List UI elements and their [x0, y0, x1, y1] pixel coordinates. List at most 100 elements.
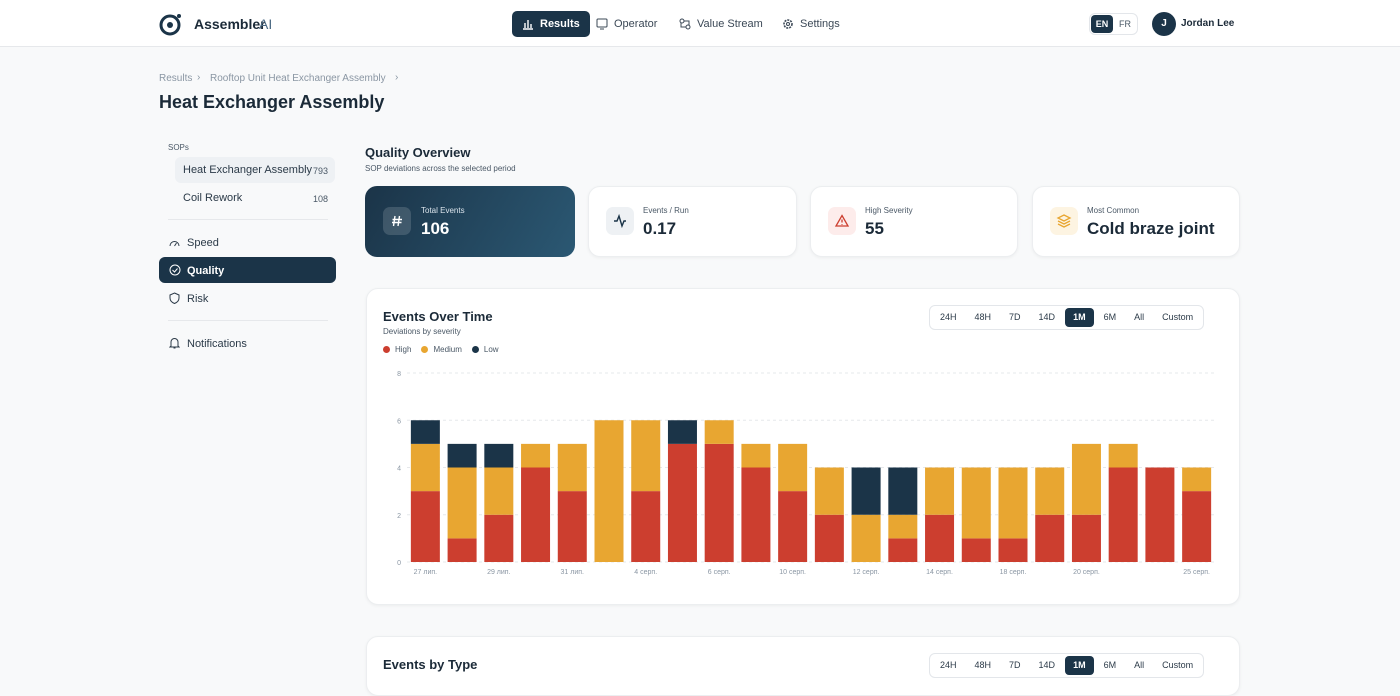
bar-segment [447, 467, 477, 539]
range-option[interactable]: Custom [1162, 660, 1194, 670]
bar-segment [814, 514, 844, 562]
legend-swatch [421, 346, 429, 353]
bar-segment [1182, 491, 1212, 562]
menu-item-active[interactable] [159, 257, 336, 283]
bar-segment [667, 420, 697, 444]
kpi-icon [828, 207, 856, 235]
bar-segment [741, 467, 771, 562]
x-tick-label: 10 серп. [779, 569, 806, 576]
chart-title: Events by Type [383, 657, 478, 672]
user-name: Jordan Lee [1181, 18, 1235, 29]
logo [159, 14, 181, 36]
bar-segment [888, 467, 918, 515]
bar-segment [631, 491, 661, 562]
range-option[interactable]: 14D [1038, 312, 1056, 322]
bar-segment [410, 443, 440, 492]
range-option[interactable]: 6M [1103, 312, 1117, 322]
breadcrumb[interactable]: Rooftop Unit Heat Exchanger Assembly [210, 73, 386, 84]
legend-swatch [383, 346, 390, 353]
bar-segment [410, 491, 440, 562]
range-option[interactable]: 1M [1065, 308, 1094, 327]
kpi-icon [383, 207, 411, 235]
range-option[interactable]: Custom [1162, 312, 1194, 322]
range-option[interactable]: All [1134, 660, 1145, 670]
bar-segment [1108, 467, 1138, 562]
range-selector: 24H 48H 7D 14D 1M 6M All Custom [929, 305, 1205, 330]
x-tick-label: 4 серп. [634, 569, 657, 576]
bar-segment [1071, 514, 1101, 562]
bar-segment [814, 467, 844, 515]
avatar[interactable]: J [1152, 12, 1176, 36]
bar-segment [631, 420, 661, 492]
legend-label: Medium [433, 345, 462, 354]
language-option[interactable]: FR [1119, 19, 1131, 29]
language-option[interactable]: EN [1091, 15, 1113, 33]
section-subtitle: SOP deviations across the selected perio… [365, 164, 516, 173]
range-option[interactable]: 6M [1103, 660, 1117, 670]
section-title: Quality Overview [365, 145, 471, 160]
breadcrumb-sep: › [197, 72, 201, 83]
chart-subtitle: Deviations by severity [383, 327, 461, 336]
kpi-value: 55 [865, 219, 884, 238]
x-tick-label: 27 лип. [414, 569, 438, 576]
range-option[interactable]: 1M [1065, 656, 1094, 675]
range-option[interactable]: 7D [1009, 660, 1021, 670]
chart: 0 2 4 6 8 27 лип. 29 лип. 31 лип. 4 серп. 6 серп.… [397, 371, 1215, 576]
range-option[interactable]: 48H [974, 660, 992, 670]
bar-segment [741, 443, 771, 468]
nav-label: Results [540, 18, 580, 30]
bar-segment [1035, 514, 1065, 562]
menu-item[interactable]: Speed [187, 237, 219, 249]
legend-swatch [471, 346, 479, 353]
bar-segment [888, 514, 918, 539]
legend: High Medium Low [383, 345, 499, 354]
kpi-card [365, 186, 575, 257]
breadcrumb-sep: › [395, 72, 399, 83]
x-tick-label: 6 серп. [708, 569, 731, 576]
x-tick-label: 14 серп. [926, 569, 953, 576]
range-option[interactable]: 7D [1009, 312, 1021, 322]
bar-segment [484, 514, 514, 562]
range-option[interactable]: 24H [940, 660, 957, 670]
bar-segment [925, 514, 955, 562]
kpi-label: Most Common [1087, 206, 1140, 215]
page: Assembler AI Results Operator Value Stre… [0, 11, 1400, 696]
sop-name[interactable]: Coil Rework [183, 192, 243, 204]
range-option[interactable]: All [1134, 312, 1145, 322]
bar-segment [778, 443, 808, 492]
icon [169, 292, 180, 304]
bar-segment [484, 443, 514, 468]
divider [168, 219, 328, 220]
sop-name: Heat Exchanger Assembly [183, 164, 313, 176]
kpi-label: Total Events [421, 206, 465, 215]
legend-item: Medium [421, 345, 462, 354]
nav-item[interactable]: Value Stream [669, 11, 773, 37]
icon [169, 241, 180, 247]
bar-segment [1145, 467, 1175, 562]
sops-label: SOPs [168, 143, 189, 152]
range-option[interactable]: 24H [940, 312, 957, 322]
x-tick-label: 18 серп. [1000, 569, 1027, 576]
nav-item[interactable]: Operator [586, 11, 667, 37]
menu-item[interactable]: Notifications [187, 338, 247, 350]
kpi-value: 0.17 [643, 219, 677, 238]
sop-count: 793 [313, 166, 329, 176]
bar-segment [594, 420, 624, 562]
nav-item[interactable]: Results [512, 11, 590, 37]
menu-item[interactable]: Risk [187, 293, 209, 305]
bar-segment [851, 467, 881, 515]
bar-segment [521, 467, 551, 562]
nav-label: Value Stream [697, 18, 763, 30]
range-option[interactable]: 14D [1038, 660, 1056, 670]
menu-label: Quality [187, 265, 225, 277]
legend-item: High [383, 345, 411, 354]
sop-item-active[interactable] [175, 157, 335, 183]
x-tick-label: 12 серп. [853, 569, 880, 576]
bar-segment [1108, 443, 1138, 468]
bar-segment [521, 443, 551, 468]
kpi-value: Cold braze joint [1087, 219, 1215, 238]
breadcrumb[interactable]: Results [159, 73, 193, 84]
y-tick-label: 2 [397, 513, 401, 520]
nav-item[interactable]: Settings [772, 11, 850, 37]
range-option[interactable]: 48H [974, 312, 992, 322]
